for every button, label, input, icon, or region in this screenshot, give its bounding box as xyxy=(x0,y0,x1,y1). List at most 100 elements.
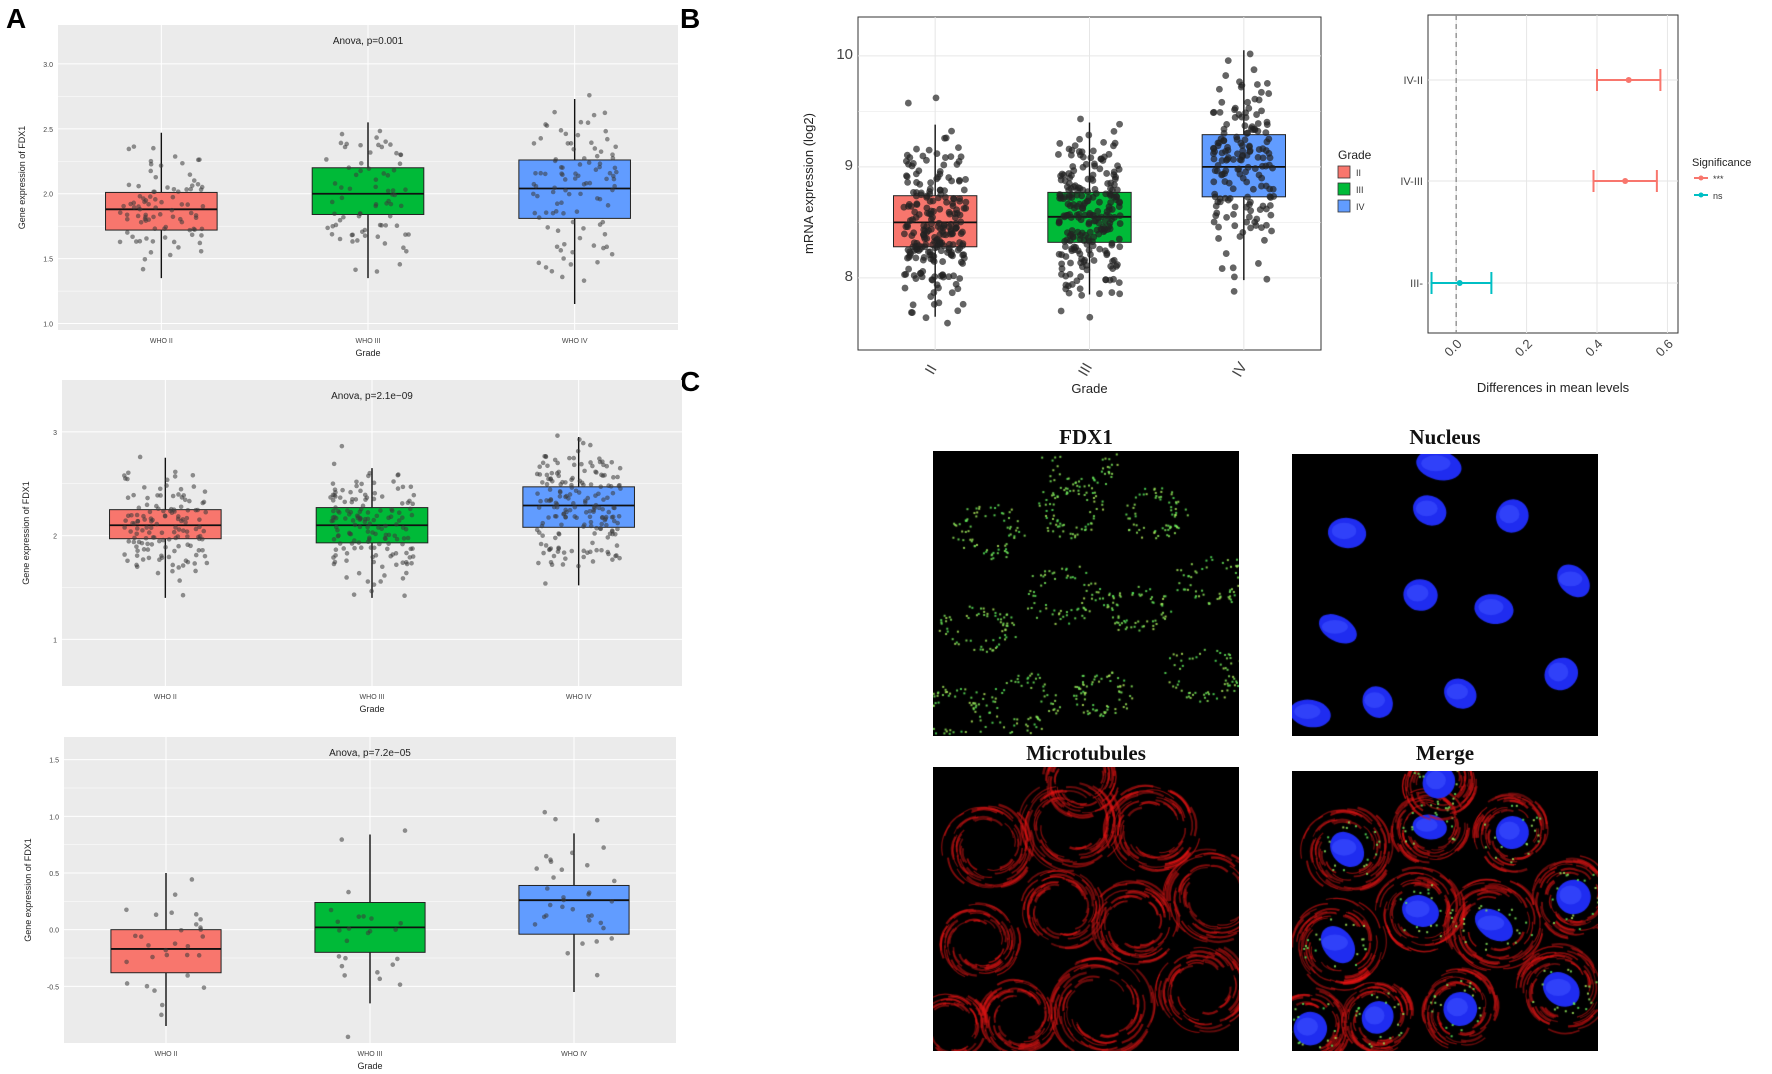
data-point xyxy=(1235,165,1243,173)
data-point xyxy=(126,539,132,544)
data-point xyxy=(190,472,196,478)
data-point xyxy=(1096,245,1104,253)
data-point xyxy=(532,922,538,927)
data-point xyxy=(1109,265,1117,272)
data-point xyxy=(597,161,603,167)
data-point xyxy=(199,226,205,232)
data-point xyxy=(615,474,620,480)
data-point xyxy=(1257,88,1265,96)
data-point xyxy=(171,239,177,245)
chart-title: Anova, p=7.2e−05 xyxy=(329,748,411,759)
data-point xyxy=(1268,227,1275,235)
micrograph-title-fdx1: FDX1 xyxy=(1059,425,1113,449)
data-point xyxy=(572,504,578,510)
data-point xyxy=(1239,174,1247,182)
data-point xyxy=(933,175,941,183)
data-point xyxy=(171,186,177,192)
micrograph-canvas xyxy=(1292,454,1598,736)
data-point xyxy=(588,460,593,465)
data-point xyxy=(185,542,190,548)
data-point xyxy=(362,519,368,525)
data-point xyxy=(329,231,335,237)
data-point xyxy=(377,976,383,982)
micrograph-merge xyxy=(1292,771,1598,1051)
data-point xyxy=(354,479,359,485)
data-point xyxy=(162,226,167,232)
data-point xyxy=(1247,207,1255,215)
data-point xyxy=(385,546,390,552)
data-point xyxy=(567,507,573,513)
data-point xyxy=(573,488,579,494)
legend-label: II xyxy=(1356,168,1361,178)
data-point xyxy=(329,518,335,524)
data-point xyxy=(933,243,941,251)
data-point xyxy=(170,493,176,499)
data-point xyxy=(545,463,550,469)
data-point xyxy=(605,203,611,208)
data-point xyxy=(1055,151,1062,158)
data-point xyxy=(1068,245,1075,253)
data-point xyxy=(130,520,135,526)
data-point xyxy=(586,160,592,165)
data-point xyxy=(180,592,186,598)
data-point xyxy=(538,541,544,547)
data-point xyxy=(1251,165,1259,172)
data-point xyxy=(400,515,405,520)
y-tick-label: III- xyxy=(1410,278,1423,290)
data-point xyxy=(397,262,403,267)
data-point xyxy=(339,443,345,449)
data-point xyxy=(567,455,572,461)
data-point xyxy=(175,189,181,194)
data-point xyxy=(202,553,208,559)
data-point xyxy=(1056,140,1064,147)
data-point xyxy=(1212,212,1220,220)
data-point xyxy=(606,483,611,489)
data-point xyxy=(148,525,154,531)
x-tick-label: 0.6 xyxy=(1653,336,1676,359)
x-tick-label: WHO III xyxy=(356,338,381,345)
data-point xyxy=(556,545,561,551)
data-point xyxy=(1263,121,1271,129)
data-point xyxy=(538,170,544,176)
data-point xyxy=(617,465,623,471)
data-point xyxy=(369,916,374,921)
data-point xyxy=(540,480,545,485)
data-point xyxy=(170,562,176,568)
x-axis-label: Grade xyxy=(357,1061,382,1071)
data-point xyxy=(939,258,947,265)
data-point xyxy=(385,188,391,194)
data-point xyxy=(1057,307,1065,315)
data-point xyxy=(1224,57,1232,64)
data-point xyxy=(363,497,368,502)
data-point xyxy=(377,222,383,228)
data-point xyxy=(1064,200,1072,208)
data-point xyxy=(541,550,546,556)
data-point xyxy=(945,174,953,181)
data-point xyxy=(1055,250,1063,258)
data-point xyxy=(140,528,145,533)
data-point xyxy=(394,522,399,527)
data-point xyxy=(909,301,917,309)
data-point xyxy=(1096,198,1103,206)
micrograph-canvas xyxy=(933,767,1239,1051)
data-point xyxy=(392,192,398,198)
data-point xyxy=(1075,210,1083,218)
data-point xyxy=(388,142,393,147)
data-point xyxy=(599,521,605,527)
data-point xyxy=(587,508,593,514)
data-point xyxy=(153,197,158,202)
tukey-plot: 0.0 0.2 0.4 0.6 IV-II IV-III III- Differences i… xyxy=(1400,14,1679,395)
x-tick-label: WHO III xyxy=(358,1051,383,1058)
data-point xyxy=(346,889,351,895)
data-point xyxy=(134,544,139,549)
data-point xyxy=(388,201,394,207)
data-point xyxy=(133,239,139,244)
data-point xyxy=(1099,223,1107,231)
data-point xyxy=(131,144,137,149)
data-point xyxy=(394,562,399,568)
data-point xyxy=(366,166,372,171)
data-point xyxy=(357,524,363,530)
data-point xyxy=(901,271,908,279)
data-point xyxy=(1108,241,1116,249)
data-point xyxy=(552,457,558,463)
